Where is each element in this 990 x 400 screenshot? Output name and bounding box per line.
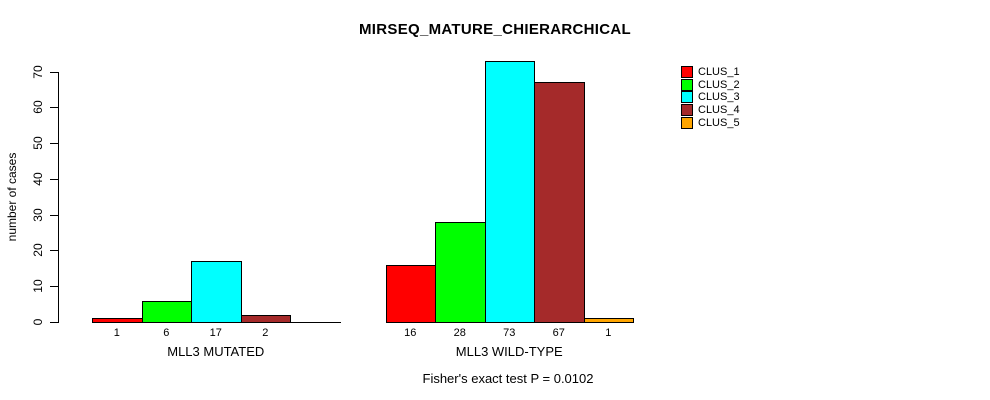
chart-title: MIRSEQ_MATURE_CHIERARCHICAL xyxy=(359,21,631,38)
y-tick-label: 20 xyxy=(31,243,45,258)
bar-clus_2 xyxy=(435,221,486,323)
bar-value-label: 17 xyxy=(209,327,222,339)
legend-label-clus_3: CLUS_3 xyxy=(698,91,740,104)
bar-value-label: 6 xyxy=(163,327,170,339)
y-axis-line xyxy=(58,71,59,323)
y-tick-label: 70 xyxy=(31,64,45,79)
bar-clus_3 xyxy=(191,261,242,323)
y-tick-mark xyxy=(50,178,58,180)
bar-value-label: 1 xyxy=(605,327,612,339)
y-tick-label: 10 xyxy=(31,279,45,293)
bar-value-label: 28 xyxy=(453,327,466,339)
bar-clus_1 xyxy=(92,318,143,323)
group-label: MLL3 WILD-TYPE xyxy=(455,344,563,359)
bar-clus_1 xyxy=(385,264,436,323)
legend-label-clus_2: CLUS_2 xyxy=(698,78,740,91)
bar-value-label: 1 xyxy=(113,327,120,339)
legend-swatch-clus_3 xyxy=(681,91,693,104)
legend-label-clus_1: CLUS_1 xyxy=(698,66,740,78)
bar-value-label: 67 xyxy=(552,327,565,339)
y-tick-mark xyxy=(50,286,58,288)
legend-label-clus_5: CLUS_5 xyxy=(698,116,740,129)
y-tick-mark xyxy=(50,322,58,323)
bar-clus_4 xyxy=(534,82,585,323)
bar-clus_5 xyxy=(583,318,634,323)
y-axis-title: number of cases xyxy=(5,152,19,242)
legend-swatch-clus_5 xyxy=(681,116,693,129)
y-tick-mark xyxy=(50,143,58,145)
bar-clus_4 xyxy=(240,314,291,323)
y-tick-label: 30 xyxy=(31,207,45,222)
legend-swatch-clus_1 xyxy=(681,66,693,78)
y-tick-mark xyxy=(50,250,58,252)
bar-clus_3 xyxy=(484,60,535,323)
bar-value-label: 73 xyxy=(503,327,516,339)
legend-swatch-clus_2 xyxy=(681,78,693,91)
group-label: MLL3 MUTATED xyxy=(167,344,265,359)
bar-value-label: 16 xyxy=(404,327,417,339)
y-tick-mark xyxy=(50,71,58,73)
legend-swatch-clus_4 xyxy=(681,104,693,117)
p-value-footnote: Fisher's exact test P = 0.0102 xyxy=(422,371,594,386)
bar-value-label: 2 xyxy=(262,327,269,339)
y-tick-label: 50 xyxy=(31,136,45,150)
y-tick-label: 40 xyxy=(31,172,45,186)
y-tick-label: 60 xyxy=(31,100,45,114)
bar-clus_2 xyxy=(141,300,192,323)
y-tick-label: 0 xyxy=(31,318,45,326)
legend-label-clus_4: CLUS_4 xyxy=(698,104,740,117)
y-tick-mark xyxy=(50,107,58,109)
y-tick-mark xyxy=(50,214,58,216)
